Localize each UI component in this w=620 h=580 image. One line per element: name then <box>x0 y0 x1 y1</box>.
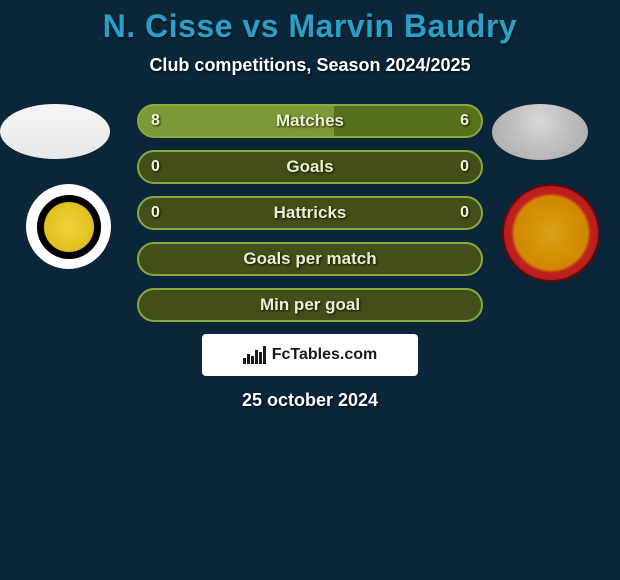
stat-value-left: 0 <box>151 158 160 176</box>
club-badge-right <box>502 184 600 282</box>
stats-area: 8 Matches 6 0 Goals 0 0 Hattricks 0 Goals per mat… <box>0 104 620 322</box>
stat-row: 0 Hattricks 0 <box>137 196 483 230</box>
player-avatar-left <box>0 104 110 159</box>
page-title: N. Cisse vs Marvin Baudry <box>0 8 620 45</box>
subtitle: Club competitions, Season 2024/2025 <box>0 55 620 76</box>
brand-badge: FcTables.com <box>202 334 418 376</box>
stat-label: Hattricks <box>274 203 347 223</box>
date-label: 25 october 2024 <box>0 390 620 411</box>
stat-value-left: 0 <box>151 204 160 222</box>
stat-row: 0 Goals 0 <box>137 150 483 184</box>
stat-value-right: 0 <box>460 158 469 176</box>
bars-icon <box>243 346 266 364</box>
stat-label: Goals per match <box>243 249 376 269</box>
stat-value-right: 6 <box>460 112 469 130</box>
stat-row: Min per goal <box>137 288 483 322</box>
stat-label: Goals <box>286 157 333 177</box>
stat-label: Matches <box>276 111 344 131</box>
comparison-card: N. Cisse vs Marvin Baudry Club competiti… <box>0 0 620 411</box>
player-avatar-right <box>492 104 588 160</box>
stat-row: Goals per match <box>137 242 483 276</box>
stat-value-left: 8 <box>151 112 160 130</box>
brand-text: FcTables.com <box>272 346 378 364</box>
stat-value-right: 0 <box>460 204 469 222</box>
stat-label: Min per goal <box>260 295 360 315</box>
stat-row: 8 Matches 6 <box>137 104 483 138</box>
club-badge-left <box>26 184 111 269</box>
